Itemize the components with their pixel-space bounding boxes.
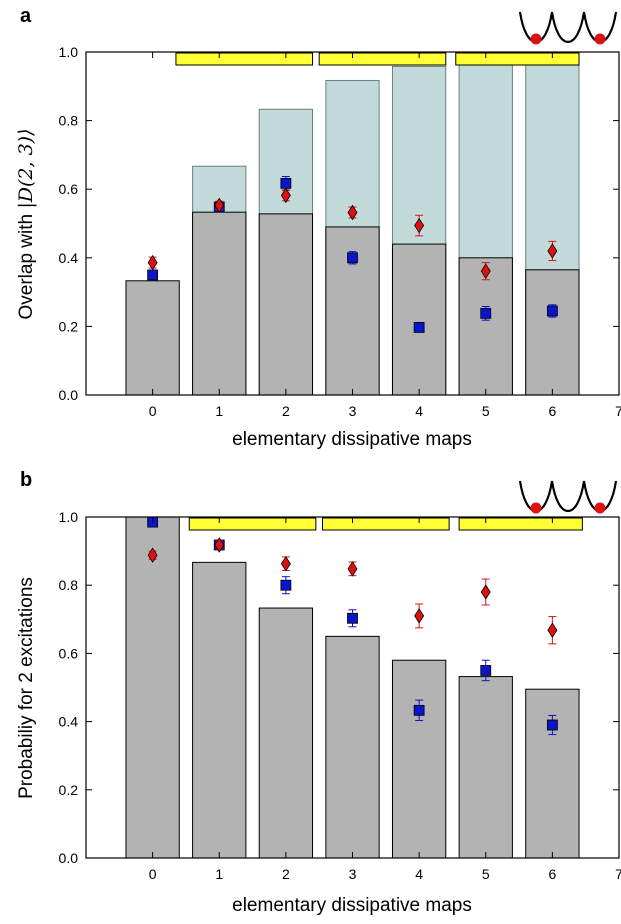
- bar: [325, 635, 380, 859]
- data-point-square: [480, 307, 492, 319]
- pulse-segment: [188, 517, 317, 531]
- pulse-segment: [175, 52, 314, 66]
- y-tick-label: 0.4: [59, 250, 79, 266]
- data-point-diamond: [480, 584, 491, 600]
- x-tick-label: 0: [149, 403, 157, 419]
- y-axis-label-math: |D(2, 3)⟩: [15, 128, 37, 208]
- bar: [458, 676, 513, 859]
- well-ball-icon: [530, 502, 542, 514]
- data-point-diamond: [147, 254, 158, 271]
- x-tick-label: 4: [415, 403, 423, 419]
- bar: [525, 269, 580, 396]
- pulse-segment: [322, 517, 450, 531]
- y-tick-label: 0.0: [59, 387, 79, 403]
- x-tick-label: 2: [282, 866, 290, 882]
- plot-panel-b: [85, 480, 620, 859]
- bar: [192, 561, 247, 859]
- bar: [258, 213, 314, 396]
- x-tick-label: 3: [349, 866, 357, 882]
- x-tick-label: 5: [482, 403, 490, 419]
- y-tick-label: 0.2: [59, 782, 79, 798]
- y-tick-label: 1.0: [59, 44, 79, 60]
- x-tick-label: 0: [149, 866, 157, 882]
- y-axis-label-text: Overlap with: [16, 209, 37, 320]
- x-tick-label: 4: [415, 866, 423, 882]
- bar: [125, 280, 180, 396]
- well-ball-icon: [530, 33, 542, 45]
- y-tick-label: 0.6: [59, 181, 79, 197]
- well-ball-icon: [594, 33, 606, 45]
- data-point-square: [280, 579, 292, 591]
- x-tick-label: 7: [615, 866, 621, 882]
- x-tick-label: 7: [615, 403, 621, 419]
- y-tick-label: 1.0: [59, 509, 79, 525]
- x-tick-label: 5: [482, 866, 490, 882]
- bar: [192, 211, 247, 396]
- y-tick-label: 0.4: [59, 714, 79, 730]
- x-tick-label: 3: [349, 403, 357, 419]
- y-tick-label: 0.8: [59, 113, 79, 129]
- bar: [391, 243, 447, 396]
- pulse-segment: [318, 52, 447, 66]
- x-axis-label: elementary dissipative maps: [232, 895, 472, 916]
- data-point-diamond: [414, 608, 425, 624]
- data-point-diamond: [214, 197, 225, 214]
- data-point-square: [347, 612, 358, 624]
- data-point-square: [546, 719, 558, 731]
- data-point-diamond: [214, 537, 225, 553]
- data-point-diamond: [147, 547, 158, 563]
- data-point-diamond: [414, 217, 425, 234]
- y-tick-label: 0.8: [59, 577, 79, 593]
- bar: [125, 516, 180, 859]
- y-axis-label: Probabiliy for 2 excitations: [16, 577, 37, 799]
- data-point-square: [347, 252, 358, 264]
- data-point-square: [480, 665, 492, 676]
- data-point-diamond: [547, 243, 558, 259]
- data-point-square: [147, 269, 159, 281]
- data-point-diamond: [547, 622, 558, 638]
- data-point-square: [280, 177, 292, 189]
- data-point-diamond: [280, 555, 291, 572]
- bar: [258, 607, 314, 859]
- panel-label: b: [20, 469, 32, 491]
- bar: [391, 659, 447, 859]
- y-tick-label: 0.0: [59, 850, 79, 866]
- plot-panel-a: [85, 11, 620, 396]
- x-tick-label: 1: [215, 403, 223, 419]
- bar: [458, 257, 513, 396]
- y-tick-label: 0.2: [59, 318, 79, 334]
- pulse-segment: [458, 517, 583, 531]
- x-tick-label: 1: [215, 866, 223, 882]
- data-point-diamond: [347, 561, 358, 577]
- x-tick-label: 6: [548, 866, 556, 882]
- x-tick-label: 6: [548, 403, 556, 419]
- panel-label: a: [20, 5, 32, 27]
- well-ball-icon: [594, 502, 606, 514]
- bar: [525, 688, 580, 859]
- data-point-diamond: [280, 187, 291, 204]
- x-tick-label: 2: [282, 403, 290, 419]
- y-tick-label: 0.6: [59, 645, 79, 661]
- data-point-diamond: [347, 204, 358, 221]
- data-point-square: [546, 305, 558, 317]
- x-axis-label: elementary dissipative maps: [232, 429, 472, 450]
- pulse-segment: [455, 52, 580, 66]
- data-point-square: [413, 704, 425, 716]
- data-point-square: [413, 322, 425, 333]
- data-point-diamond: [480, 263, 491, 279]
- y-axis-label: Overlap with |D(2, 3)⟩: [15, 128, 37, 319]
